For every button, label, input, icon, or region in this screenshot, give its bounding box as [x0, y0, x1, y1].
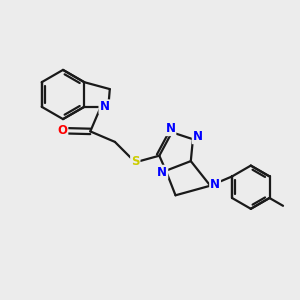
Text: N: N: [210, 178, 220, 191]
Text: N: N: [193, 130, 203, 143]
Text: N: N: [99, 100, 110, 113]
Text: S: S: [131, 155, 140, 168]
Text: N: N: [165, 122, 176, 135]
Text: O: O: [57, 124, 68, 137]
Text: N: N: [157, 166, 167, 179]
